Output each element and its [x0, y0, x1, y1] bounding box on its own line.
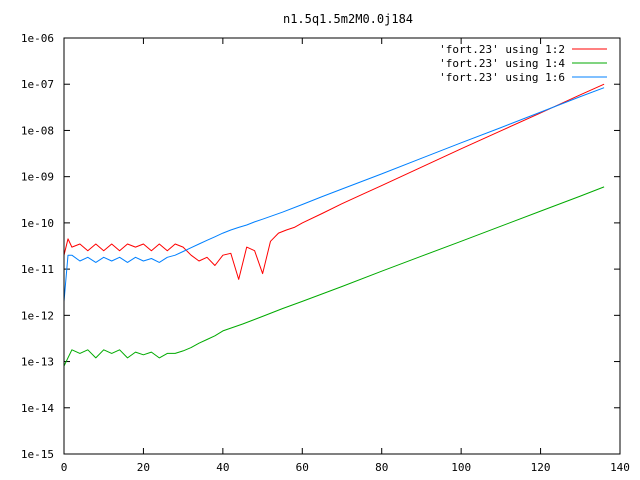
y-tick-label: 1e-11: [21, 263, 54, 276]
y-tick-label: 1e-13: [21, 356, 54, 369]
y-tick-label: 1e-08: [21, 124, 54, 137]
x-tick-label: 140: [610, 461, 630, 474]
x-tick-label: 100: [451, 461, 471, 474]
y-tick-label: 1e-15: [21, 448, 54, 461]
x-axis: 0 20 40 60 80 100 120 140: [61, 38, 630, 474]
legend-label-3: 'fort.23' using 1:6: [439, 71, 565, 84]
legend: 'fort.23' using 1:2'fort.23' using 1:4'f…: [439, 43, 607, 84]
series-line-3: [63, 87, 605, 302]
plot-frame: [63, 37, 621, 455]
series-line-1: [63, 83, 605, 280]
x-tick-label: 80: [375, 461, 388, 474]
y-tick-label: 1e-09: [21, 171, 54, 184]
x-tick-label: 20: [137, 461, 150, 474]
y-tick-label: 1e-12: [21, 309, 54, 322]
x-tick-label: 120: [531, 461, 551, 474]
y-tick-label: 1e-14: [21, 402, 54, 415]
chart-title: n1.5q1.5m2M0.0j184: [283, 12, 413, 26]
y-tick-label: 1e-07: [21, 78, 54, 91]
x-tick-label: 0: [61, 461, 68, 474]
legend-label-1: 'fort.23' using 1:2: [439, 43, 565, 56]
series-line-2: [63, 186, 605, 367]
y-tick-label: 1e-10: [21, 217, 54, 230]
y-axis: 1e-15 1e-14 1e-13 1e-12 1e-11 1e-10 1e-09 1e-08…: [21, 32, 620, 461]
x-tick-label: 60: [296, 461, 309, 474]
plot-series: [63, 83, 605, 367]
x-tick-label: 40: [216, 461, 229, 474]
y-tick-label: 1e-06: [21, 32, 54, 45]
legend-label-2: 'fort.23' using 1:4: [439, 57, 565, 70]
